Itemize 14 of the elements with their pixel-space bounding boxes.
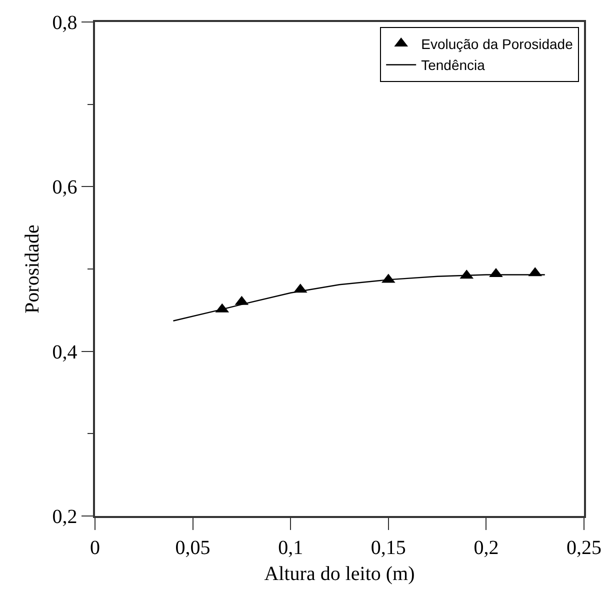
y-tick-label: 0,8 xyxy=(52,12,78,34)
x-tick-label: 0,15 xyxy=(370,536,406,559)
x-tick-label: 0,05 xyxy=(175,536,210,559)
x-axis-title: Altura do leito (m) xyxy=(264,562,415,585)
y-tick-label: 0,2 xyxy=(52,506,78,528)
legend-label: Evolução da Porosidade xyxy=(421,36,574,52)
x-tick-label: 0,2 xyxy=(474,536,499,559)
y-tick-label: 0,6 xyxy=(52,176,78,199)
x-tick-label: 0,25 xyxy=(566,536,602,559)
y-tick-label: 0,4 xyxy=(52,341,78,364)
legend-label: Tendência xyxy=(421,57,486,74)
x-tick-label: 0,1 xyxy=(278,536,304,559)
y-axis-title: Porosidade xyxy=(21,224,44,314)
x-tick-label: 0 xyxy=(90,536,100,559)
